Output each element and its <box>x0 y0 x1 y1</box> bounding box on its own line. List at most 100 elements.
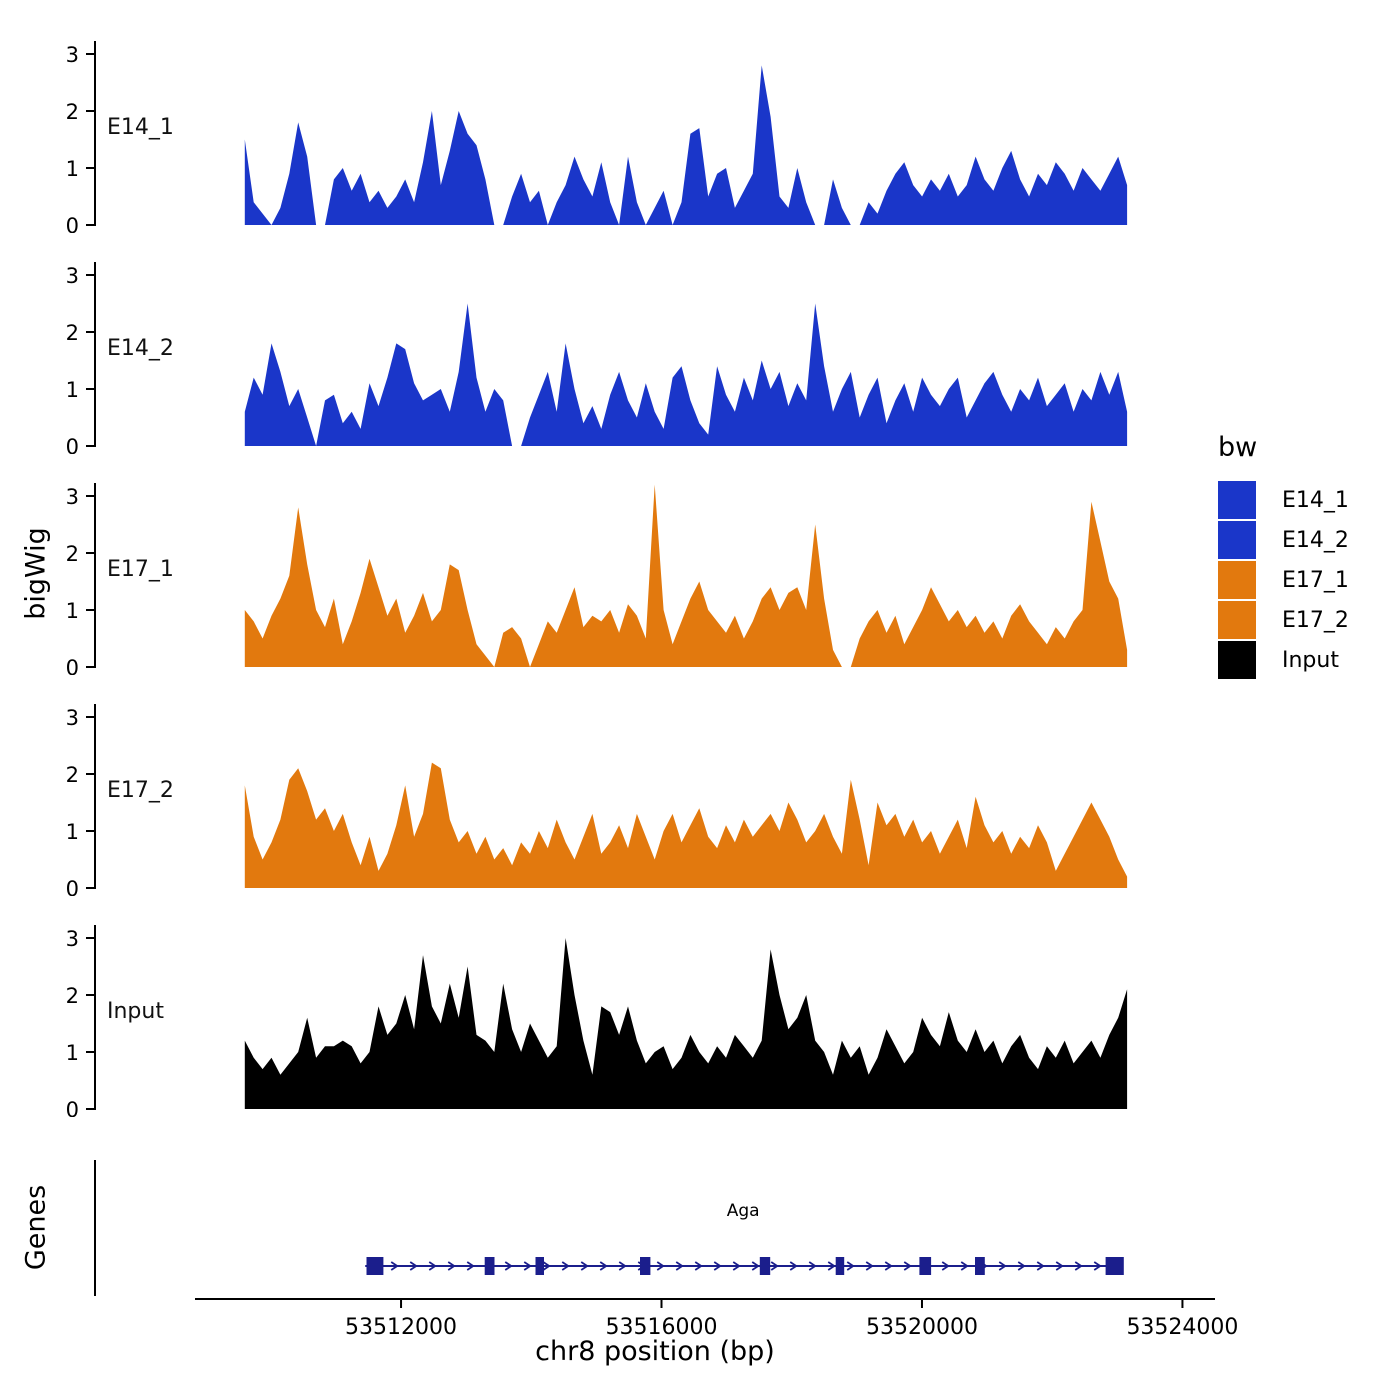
y-tick-label: 0 <box>66 877 79 896</box>
genes-panel: Aga <box>0 1158 1215 1302</box>
exon-box <box>484 1257 495 1275</box>
strand-arrow-icon <box>1055 1261 1064 1271</box>
legend-swatch-icon <box>1218 561 1256 599</box>
strand-arrow-icon <box>599 1261 608 1271</box>
exon-box <box>759 1257 771 1275</box>
y-tick-label: 1 <box>66 157 79 181</box>
legend-label: E17_2 <box>1282 607 1349 633</box>
coverage-area-E17_1 <box>244 484 1128 667</box>
strand-arrow-icon <box>713 1261 722 1271</box>
strand-arrow-icon <box>827 1261 836 1271</box>
track-E14_1: 0 1 2 3 E14_1 <box>0 33 1215 254</box>
legend-label: E14_1 <box>1282 487 1349 513</box>
track-label-E14_1: E14_1 <box>107 115 174 140</box>
y-tick-label: 2 <box>66 763 79 787</box>
coverage-area-E17_2 <box>244 762 1128 888</box>
strand-arrow-icon <box>428 1261 437 1271</box>
strand-arrow-icon <box>561 1261 570 1271</box>
legend-entries: E14_1 E14_2 E17_1 E17_2 Input <box>1218 481 1398 679</box>
y-tick-label: 3 <box>66 706 79 730</box>
track-label-E14_2: E14_2 <box>107 336 174 361</box>
legend-entry-E17_2: E17_2 <box>1218 601 1398 639</box>
exon-box <box>535 1257 544 1275</box>
x-tick-label: 53524000 <box>1126 1315 1238 1340</box>
strand-arrow-icon <box>1093 1261 1102 1271</box>
strand-arrow-icon <box>504 1261 513 1271</box>
track-E17_1: 0 1 2 3 E17_1 <box>0 475 1215 696</box>
strand-arrow-icon <box>656 1261 665 1271</box>
track-label-Input: Input <box>107 999 164 1024</box>
x-tick-label: 53520000 <box>866 1315 978 1340</box>
strand-arrow-icon <box>903 1261 912 1271</box>
track-plot-E17_2: 0 1 2 3 <box>66 704 1128 896</box>
y-tick-label: 3 <box>66 43 79 67</box>
y-tick-label: 0 <box>66 214 79 233</box>
coverage-area-Input <box>244 938 1128 1109</box>
y-tick-label: 1 <box>66 1041 79 1065</box>
legend-entry-E14_1: E14_1 <box>1218 481 1398 519</box>
strand-arrow-icon <box>998 1261 1007 1271</box>
exon-box <box>1105 1257 1124 1275</box>
strand-arrow-icon <box>751 1261 760 1271</box>
y-tick-label: 1 <box>66 820 79 844</box>
exon-box <box>835 1257 845 1275</box>
strand-arrow-icon <box>865 1261 874 1271</box>
gene-model-plot: Aga <box>94 1160 1124 1296</box>
strand-arrow-icon <box>1017 1261 1026 1271</box>
legend-entry-E14_2: E14_2 <box>1218 521 1398 559</box>
y-tick-label: 2 <box>66 321 79 345</box>
legend-swatch-icon <box>1218 521 1256 559</box>
y-tick-label: 3 <box>66 927 79 951</box>
tracks-area: 0 1 2 3 E14_1 0 1 2 3 E14_2 0 1 2 3 E17_1 0 1 2 3 E17_2 0 1 2 3… <box>0 33 1215 1138</box>
track-plot-E14_1: 0 1 2 3 <box>66 41 1128 233</box>
strand-arrow-icon <box>1074 1261 1083 1271</box>
y-tick-label: 0 <box>66 1098 79 1117</box>
track-E17_2: 0 1 2 3 E17_2 <box>0 696 1215 917</box>
exon-box <box>919 1257 932 1275</box>
strand-arrow-icon <box>542 1261 551 1271</box>
track-label-E17_1: E17_1 <box>107 557 174 582</box>
y-tick-label: 2 <box>66 984 79 1008</box>
coverage-area-E14_2 <box>244 303 1128 446</box>
legend-entry-E17_1: E17_1 <box>1218 561 1398 599</box>
strand-arrow-icon <box>770 1261 779 1271</box>
x-axis-plot: 53512000 53516000 53520000 53524000 <box>195 1298 1238 1340</box>
y-tick-label: 0 <box>66 656 79 675</box>
track-plot-Input: 0 1 2 3 <box>66 925 1128 1117</box>
strand-arrow-icon <box>466 1261 475 1271</box>
strand-arrow-icon <box>884 1261 893 1271</box>
gene-name-label: Aga <box>727 1201 760 1221</box>
x-tick-label: 53512000 <box>345 1315 457 1340</box>
legend-swatch-icon <box>1218 481 1256 519</box>
legend-title: bw <box>1218 432 1258 463</box>
exon-box <box>975 1257 985 1275</box>
track-plot-E14_2: 0 1 2 3 <box>66 262 1128 454</box>
legend-label: Input <box>1282 647 1339 673</box>
y-tick-label: 1 <box>66 599 79 623</box>
exon-box <box>366 1257 384 1275</box>
legend-label: E17_1 <box>1282 567 1349 593</box>
strand-arrow-icon <box>808 1261 817 1271</box>
legend-entry-Input: Input <box>1218 641 1398 679</box>
legend-swatch-icon <box>1218 641 1256 679</box>
y-tick-label: 3 <box>66 485 79 509</box>
x-axis: 53512000 53516000 53520000 53524000 <box>0 1292 1400 1356</box>
strand-arrow-icon <box>675 1261 684 1271</box>
coverage-area-E14_1 <box>244 65 1128 226</box>
strand-arrow-icon <box>447 1261 456 1271</box>
strand-arrow-icon <box>694 1261 703 1271</box>
strand-arrow-icon <box>390 1261 399 1271</box>
legend-swatch-icon <box>1218 601 1256 639</box>
track-E14_2: 0 1 2 3 E14_2 <box>0 254 1215 475</box>
strand-arrow-icon <box>523 1261 532 1271</box>
strand-arrow-icon <box>846 1261 855 1271</box>
legend: bw E14_1 E14_2 E17_1 E17_2 Input <box>1218 432 1398 681</box>
strand-arrow-icon <box>941 1261 950 1271</box>
strand-arrow-icon <box>1036 1261 1045 1271</box>
strand-arrow-icon <box>580 1261 589 1271</box>
y-tick-label: 0 <box>66 435 79 454</box>
y-tick-label: 3 <box>66 264 79 288</box>
exon-box <box>640 1257 651 1275</box>
strand-arrow-icon <box>960 1261 969 1271</box>
